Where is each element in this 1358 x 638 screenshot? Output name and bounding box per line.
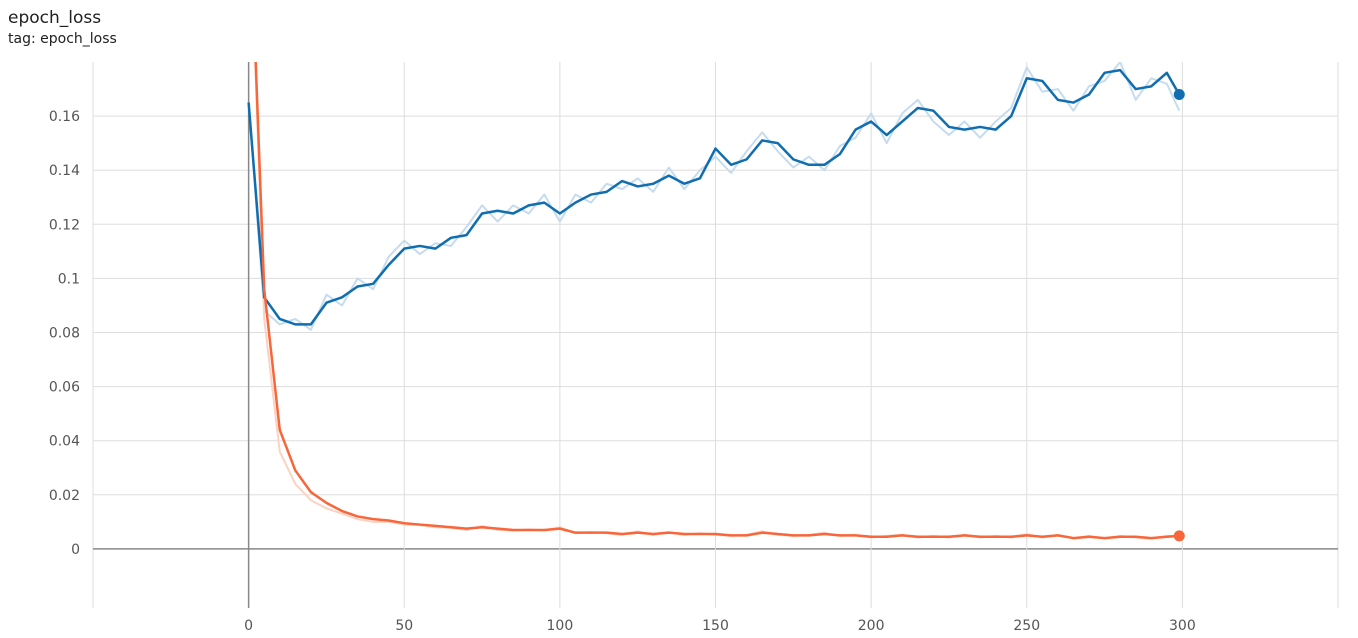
series-line (247, 62, 1181, 331)
y-tick-label: 0.12 (49, 217, 80, 233)
y-tick-label: 0.06 (49, 380, 80, 396)
y-tick-label: 0.1 (58, 271, 80, 287)
y-tick-label: 0.02 (49, 488, 80, 504)
chart-subtitle: tag: epoch_loss (8, 31, 117, 47)
last-point-marker (1173, 530, 1185, 542)
x-tick-label: 50 (395, 618, 413, 634)
y-tick-label: 0.14 (49, 163, 80, 179)
x-tick-label: 150 (702, 618, 729, 634)
last-point-marker (1173, 88, 1185, 100)
y-tick-label: 0 (71, 542, 80, 558)
x-tick-label: 250 (1013, 618, 1040, 634)
plot-area (247, 62, 1181, 540)
x-tick-label: 200 (858, 618, 885, 634)
series-line (254, 62, 1180, 540)
x-tick-label: 300 (1169, 618, 1196, 634)
y-tick-label: 0.04 (49, 434, 80, 450)
chart-title: epoch_loss (8, 8, 101, 28)
x-tick-label: 0 (244, 618, 253, 634)
series-line (247, 68, 1181, 326)
grid: 0 0.02 0.04 0.06 0.08 0.1 0.12 0.14 0.16 0 50 100 15… (49, 62, 1338, 634)
y-tick-label: 0.16 (49, 109, 80, 125)
y-tick-label: 0.08 (49, 326, 80, 342)
x-tick-label: 100 (547, 618, 574, 634)
